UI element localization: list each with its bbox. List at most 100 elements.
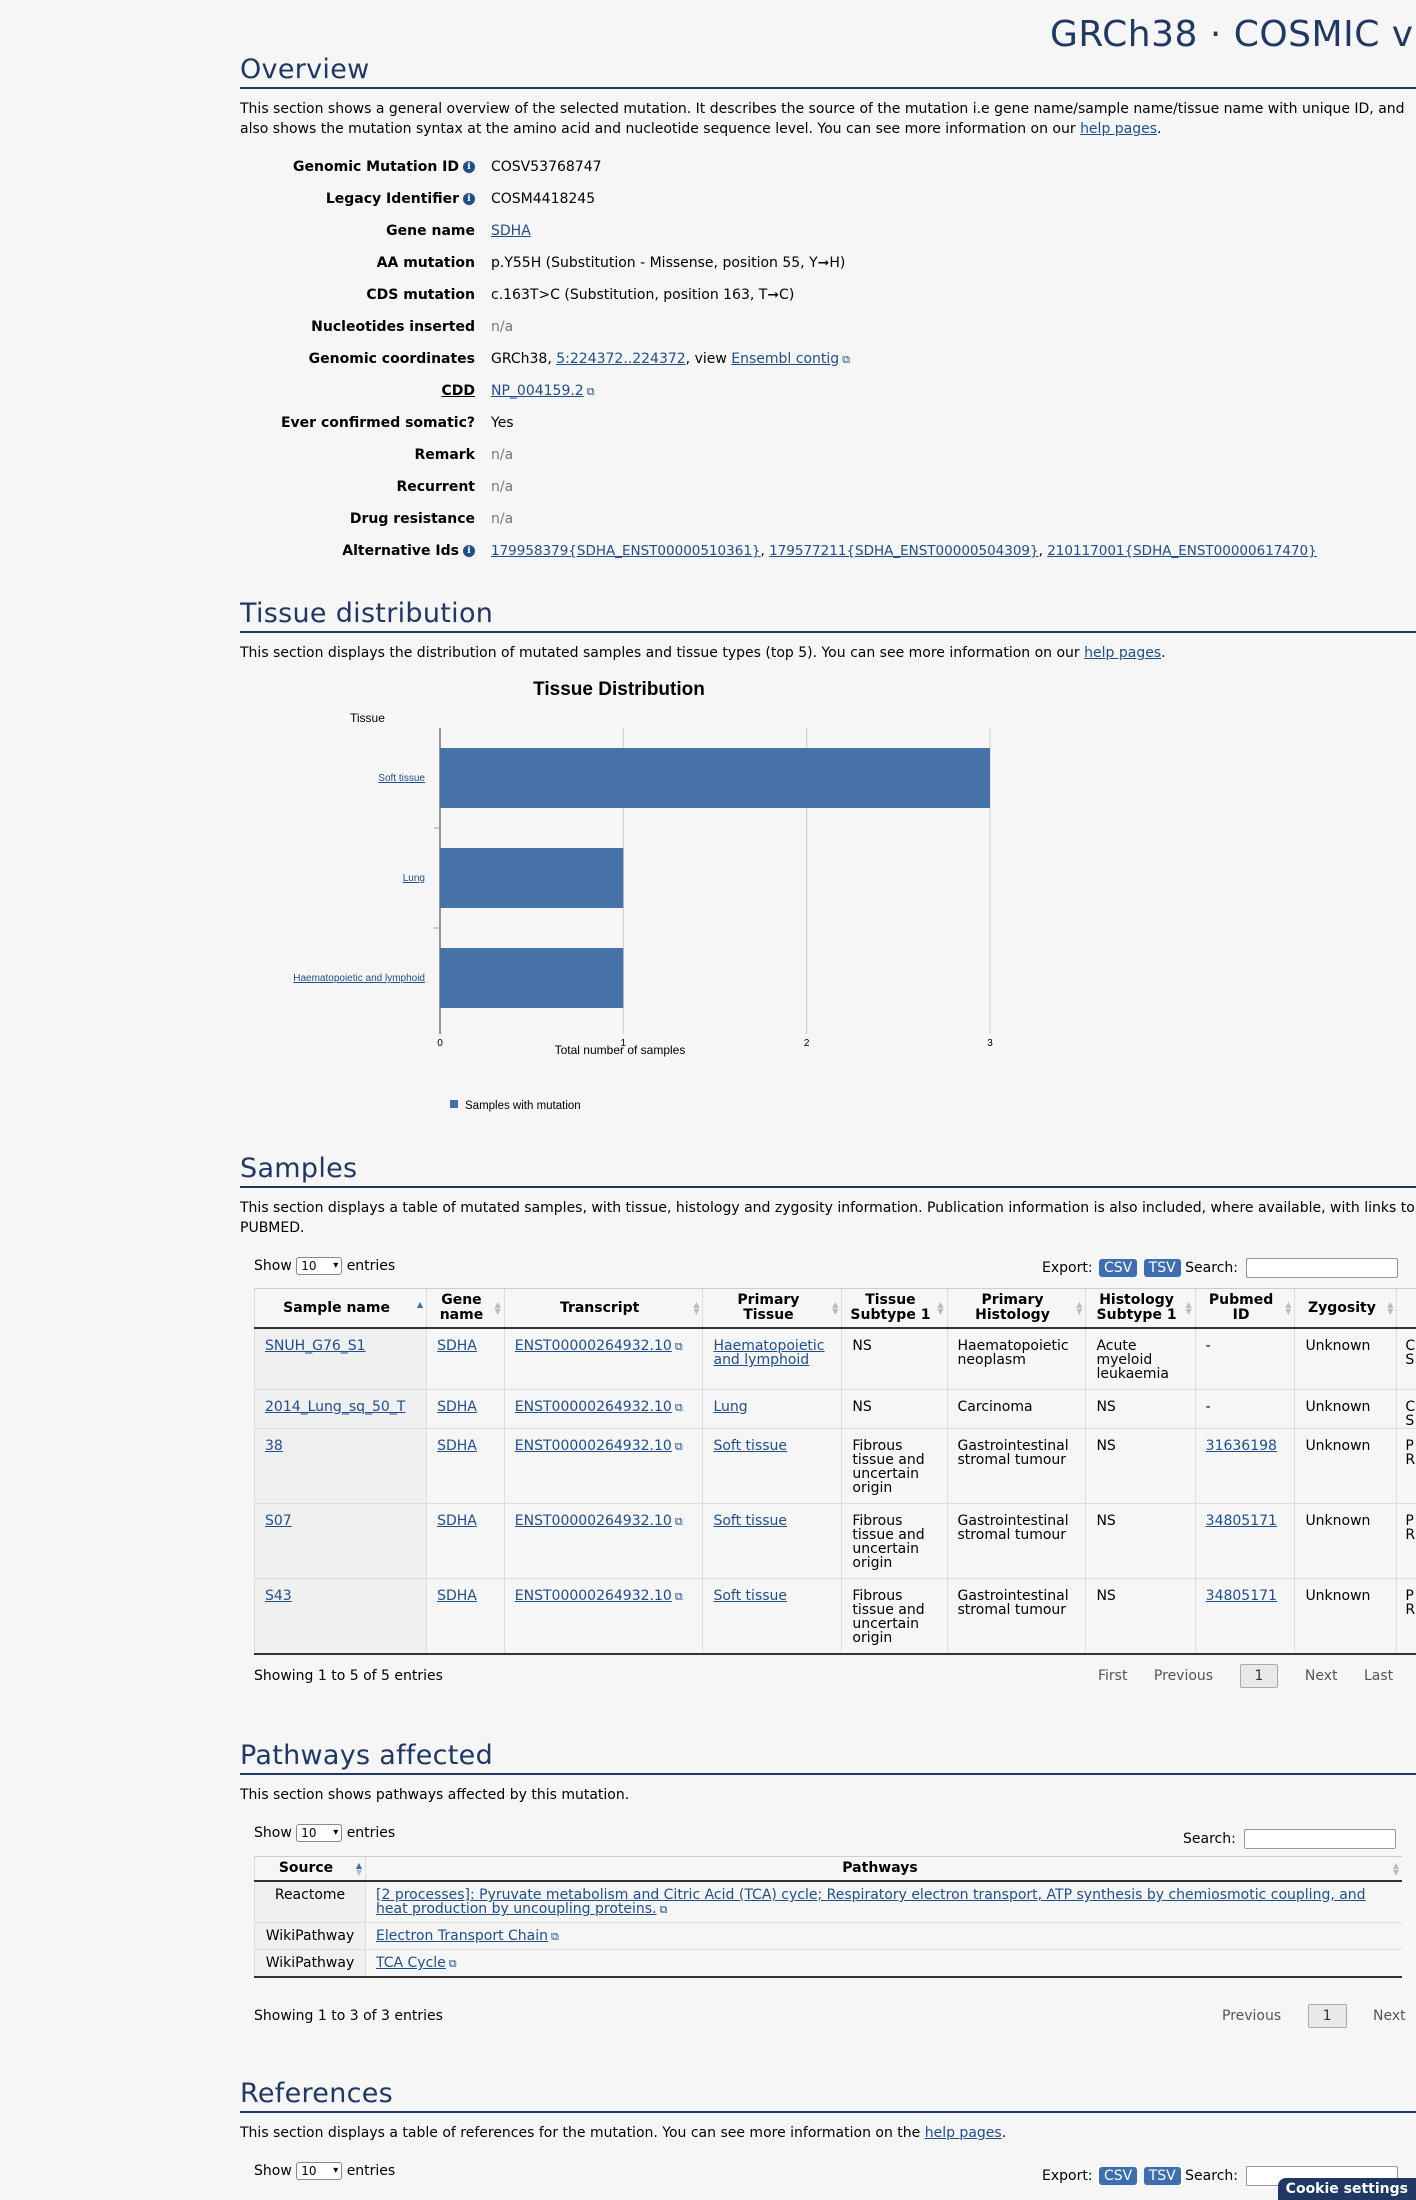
aa-mutation-value: p.Y55H (Substitution - Missense, positio…	[491, 255, 846, 271]
sample-link[interactable]: 38	[265, 1438, 283, 1454]
pager-previous[interactable]: Previous	[1153, 1668, 1214, 1684]
cell-tissue: Soft tissue	[702, 1503, 842, 1579]
pager-next[interactable]: Next	[1373, 2008, 1406, 2024]
export-csv-button[interactable]: CSV	[1099, 2167, 1138, 2185]
tissue-link[interactable]: Haematopoietic and lymphoid	[713, 1338, 825, 1368]
gene-link[interactable]: SDHA	[437, 1338, 477, 1354]
extra-text: P R	[1405, 1513, 1416, 1543]
overview-section: Overview This section shows a general ov…	[240, 54, 1416, 567]
chevron-down-icon: ▾	[333, 2165, 339, 2176]
column-header-pathways[interactable]: Pathways ▲ ▼	[365, 1856, 1402, 1882]
column-header[interactable]: Zygosity ▲ ▼	[1294, 1288, 1397, 1329]
sample-link[interactable]: S07	[265, 1513, 292, 1529]
legend-swatch	[450, 1100, 458, 1108]
alternative-id-link[interactable]: 179577211{SDHA_ENST00000504309}	[769, 543, 1039, 559]
overview-help-link[interactable]: help pages	[1080, 121, 1158, 137]
column-header[interactable]: Histology Subtype 1 ▲ ▼	[1085, 1288, 1196, 1329]
pager-last[interactable]: Last	[1364, 1668, 1394, 1684]
transcript-link[interactable]: ENST00000264932.10	[514, 1438, 672, 1454]
tissue-link[interactable]: Soft tissue	[713, 1588, 788, 1604]
gene-link[interactable]: SDHA	[437, 1399, 477, 1415]
cell-pubmed: 31636198	[1194, 1428, 1295, 1504]
sort-icon: ▲ ▼	[693, 1300, 700, 1316]
references-help-link[interactable]: help pages	[924, 2125, 1002, 2141]
export-csv-button[interactable]: CSV	[1099, 1259, 1138, 1277]
bar[interactable]	[440, 948, 624, 1008]
genomic-mutation-id-label: Genomic Mutation ID i	[240, 151, 491, 183]
cookie-settings-button[interactable]: Cookie settings	[1277, 2178, 1416, 2200]
bar[interactable]	[440, 848, 624, 908]
sample-link[interactable]: S43	[265, 1588, 292, 1604]
pathways-search: Search:	[1183, 1829, 1397, 1849]
column-header[interactable]: Tissue Subtype 1 ▲ ▼	[841, 1288, 948, 1329]
external-link-icon: ⧉	[551, 1930, 559, 1943]
extra-text: C S	[1405, 1399, 1416, 1429]
tissue-link[interactable]: Soft tissue	[713, 1438, 788, 1454]
cell-sample: 38	[253, 1428, 427, 1504]
alternative-id-link[interactable]: 179958379{SDHA_ENST00000510361}	[491, 543, 761, 559]
cds-mutation-value: c.163T>C (Substitution, position 163, T➞…	[491, 287, 795, 303]
column-header[interactable]: Gene name ▲ ▼	[426, 1288, 505, 1329]
pager-page-1[interactable]: 1	[1307, 2004, 1347, 2028]
pathway-link[interactable]: Electron Transport Chain	[376, 1928, 549, 1944]
pager-page-1[interactable]: 1	[1239, 1664, 1279, 1688]
cdd-link[interactable]: NP_004159.2	[491, 383, 584, 399]
info-icon[interactable]: i	[463, 161, 475, 173]
category-label[interactable]: Haematopoietic and lymphoid	[293, 973, 425, 984]
subtype-text: Fibrous tissue and uncertain origin	[852, 1438, 925, 1496]
category-label[interactable]: Soft tissue	[378, 773, 425, 784]
column-header[interactable]: Primary Tissue ▲ ▼	[702, 1288, 842, 1329]
zygosity-text: Unknown	[1305, 1338, 1371, 1354]
ensembl-contig-link[interactable]: Ensembl contig	[731, 351, 840, 367]
chart-x-label: Total number of samples	[555, 1043, 686, 1057]
cell-zygosity: Unknown	[1294, 1503, 1397, 1579]
column-header[interactable]: Transcript ▲ ▼	[503, 1288, 703, 1329]
gene-link[interactable]: SDHA	[437, 1513, 477, 1529]
info-icon[interactable]: i	[463, 545, 475, 557]
export-tsv-button[interactable]: TSV	[1143, 2167, 1181, 2185]
sample-link[interactable]: SNUH_G76_S1	[265, 1338, 366, 1354]
pager-next[interactable]: Next	[1304, 1668, 1338, 1684]
entries-select[interactable]: 10 ▾	[296, 1257, 343, 1275]
alternative-id-link[interactable]: 210117001{SDHA_ENST00000617470}	[1047, 543, 1317, 559]
transcript-link[interactable]: ENST00000264932.10	[514, 1399, 672, 1415]
subtype-text: NS	[852, 1399, 872, 1415]
bar[interactable]	[440, 748, 990, 808]
tissue-help-link[interactable]: help pages	[1084, 645, 1162, 661]
tissue-link[interactable]: Lung	[713, 1399, 748, 1415]
transcript-link[interactable]: ENST00000264932.10	[514, 1513, 672, 1529]
gene-name-link[interactable]: SDHA	[491, 223, 531, 239]
samples-search-input[interactable]	[1246, 1258, 1399, 1278]
external-link-icon: ⧉	[674, 1401, 683, 1414]
pubmed-link[interactable]: 31636198	[1205, 1438, 1277, 1454]
pager-first[interactable]: First	[1098, 1668, 1128, 1684]
column-header[interactable]: Pubmed ID ▲ ▼	[1194, 1288, 1295, 1329]
column-header[interactable]: Primary Histology ▲ ▼	[946, 1288, 1086, 1329]
coordinates-link[interactable]: 5:224372..224372	[556, 351, 686, 367]
gene-link[interactable]: SDHA	[437, 1588, 477, 1604]
entries-select[interactable]: 10 ▾	[296, 1824, 343, 1842]
tissue-link[interactable]: Soft tissue	[713, 1513, 788, 1529]
transcript-link[interactable]: ENST00000264932.10	[514, 1588, 672, 1604]
export-tsv-button[interactable]: TSV	[1143, 1259, 1181, 1277]
samples-info: Showing 1 to 5 of 5 entries	[254, 1668, 443, 1684]
category-label[interactable]: Lung	[403, 873, 425, 884]
pathways-pagination: Previous 1 Next	[1200, 2004, 1406, 2028]
gene-link[interactable]: SDHA	[437, 1438, 477, 1454]
pathways-search-input[interactable]	[1244, 1829, 1397, 1849]
entries-select[interactable]: 10 ▾	[296, 2162, 343, 2180]
column-header-source[interactable]: Source ▲ ▼	[254, 1856, 366, 1882]
transcript-link[interactable]: ENST00000264932.10	[514, 1338, 672, 1354]
cell-source: Reactome	[254, 1881, 366, 1923]
sample-link[interactable]: 2014_Lung_sq_50_T	[265, 1399, 406, 1415]
pubmed-link[interactable]: 34805171	[1205, 1513, 1277, 1529]
info-icon[interactable]: i	[463, 193, 475, 205]
cell-tissue: Soft tissue	[702, 1578, 842, 1655]
column-header[interactable]: Sample name ▲ ▼	[253, 1288, 427, 1329]
external-link-icon: ⧉	[674, 1340, 683, 1353]
pathway-link[interactable]: TCA Cycle	[376, 1955, 446, 1971]
nucleotides-inserted-value: n/a	[491, 319, 514, 335]
pubmed-link[interactable]: 34805171	[1205, 1588, 1277, 1604]
pager-previous[interactable]: Previous	[1222, 2008, 1282, 2024]
pathway-link[interactable]: [2 processes]: Pyruvate metabolism and C…	[376, 1887, 1366, 1917]
